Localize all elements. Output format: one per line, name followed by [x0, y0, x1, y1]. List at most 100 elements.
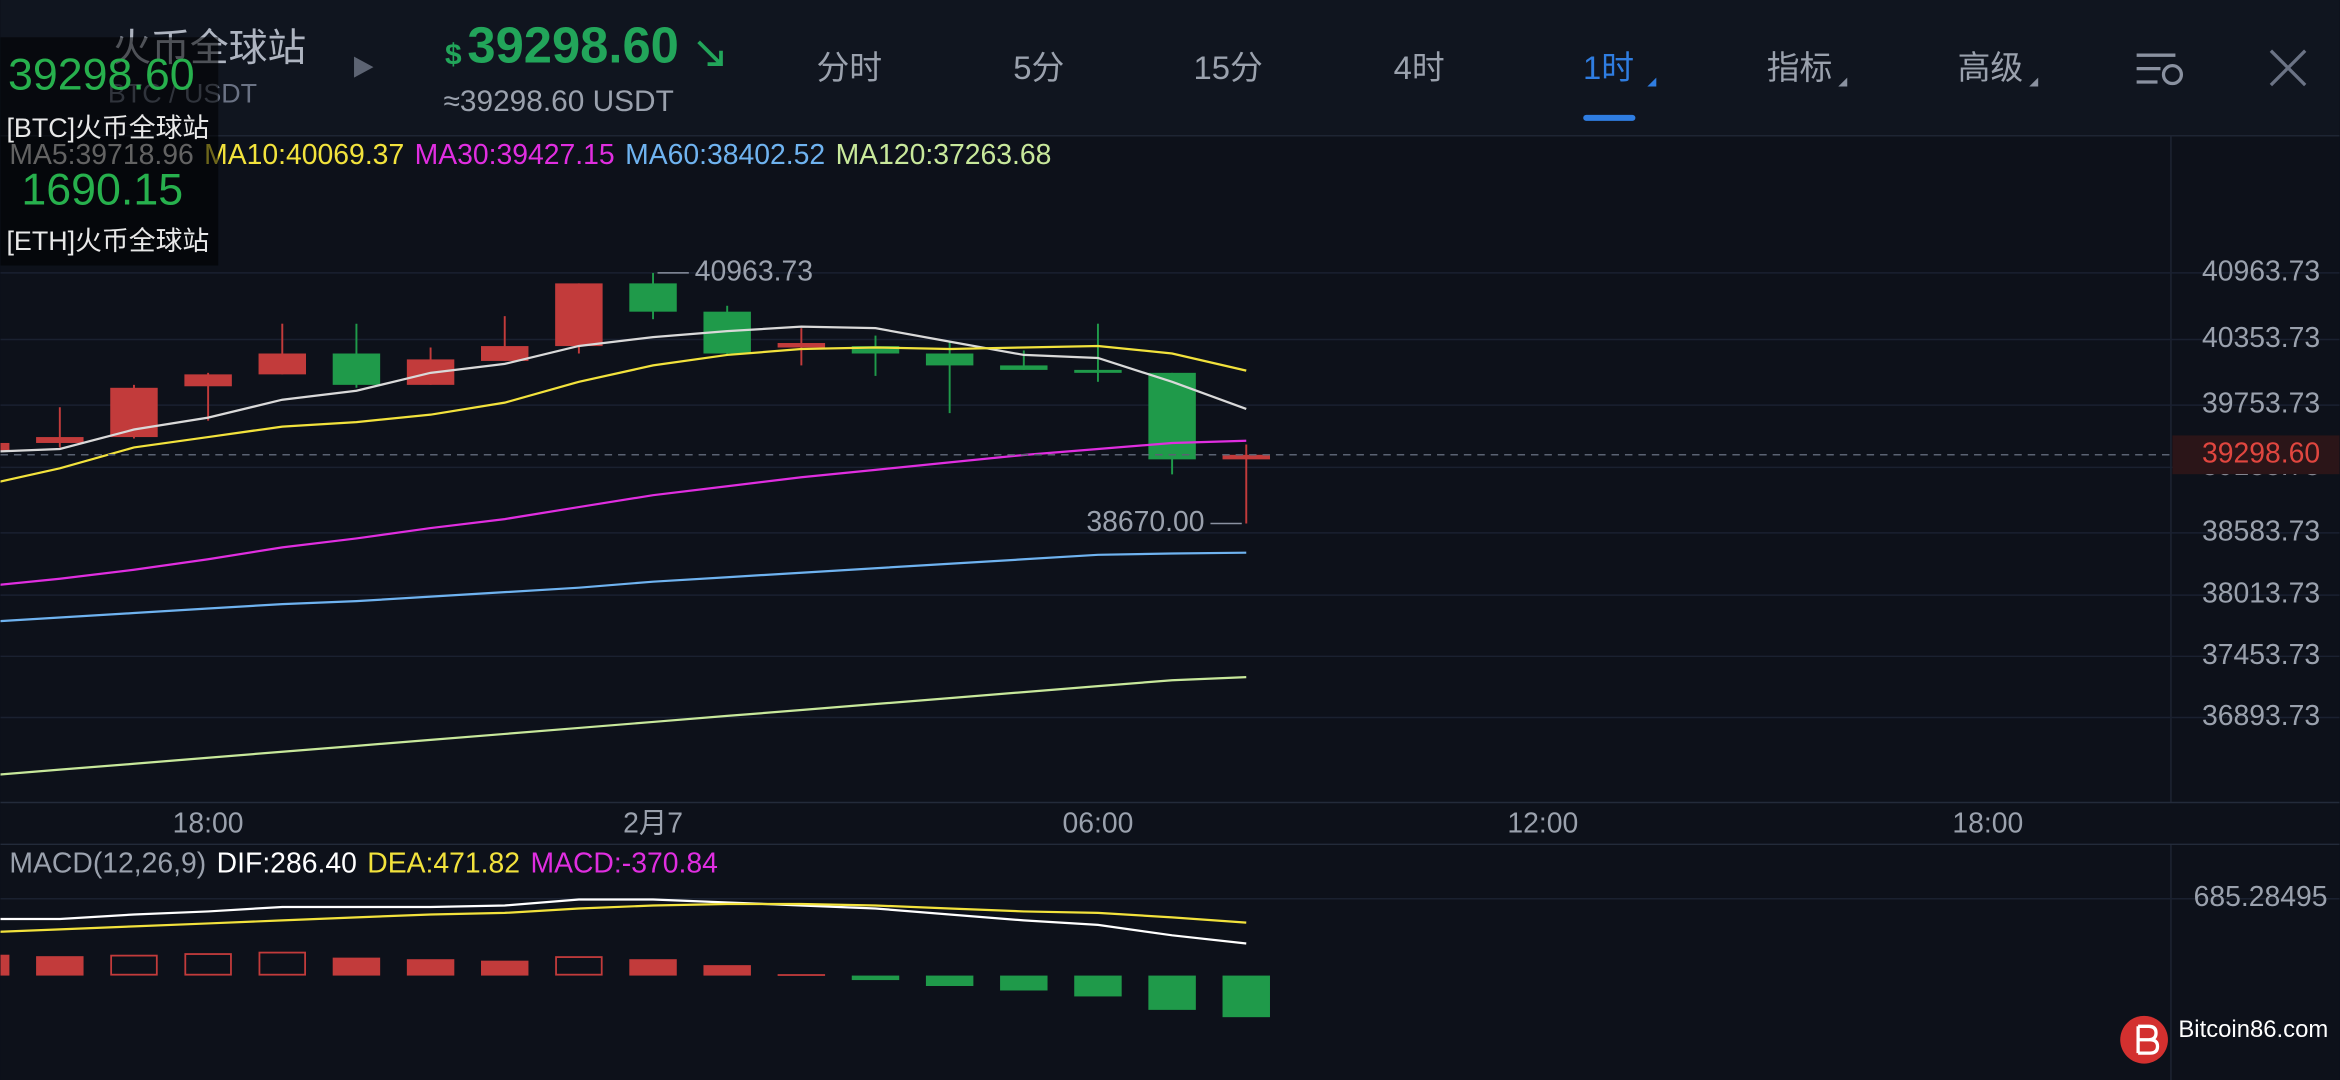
- macd-bar: [925, 975, 974, 987]
- candles: [0, 272, 1270, 776]
- macd-bar: [851, 975, 900, 981]
- ticker-price: 1690.15: [21, 164, 183, 214]
- header-bar: [0, 0, 2340, 136]
- candle-body: [481, 346, 529, 361]
- legend-entry: MACD:-370.84: [530, 848, 717, 880]
- ma-line: [0, 325, 1247, 453]
- ticker-panel: [0, 37, 219, 266]
- macd-bar: [703, 965, 751, 976]
- last-price-tag: [2172, 435, 2340, 475]
- candle-body: [851, 346, 900, 354]
- tab-dropdown: [1647, 77, 1657, 87]
- price-converted: ≈39298.60 USDT: [444, 85, 674, 118]
- macd-bar: [1222, 975, 1270, 1018]
- watermark-glyph: [2136, 1024, 2160, 1055]
- candle-body: [555, 283, 603, 347]
- macd-bar: [777, 974, 826, 976]
- legend-entry: DEA:471.82: [367, 848, 520, 880]
- ma-line: [0, 551, 1247, 623]
- tab-dropdown: [1838, 77, 1848, 87]
- floating-ticker[interactable]: 39298.60 [BTC]火币全球站 1690.15 [ETH]火币全球站: [0, 37, 219, 266]
- candle-body: [925, 353, 974, 366]
- macd-bar: [406, 959, 455, 976]
- legend-entry: MA60:38402.52: [625, 139, 825, 171]
- close-icon[interactable]: [2269, 49, 2307, 87]
- watermark-text: Bitcoin86.com: [2178, 1016, 2328, 1043]
- tab-dropdown: [2029, 77, 2039, 87]
- settings-icon[interactable]: [2136, 53, 2184, 86]
- candle-body: [1074, 369, 1122, 373]
- candle-body: [184, 374, 232, 387]
- x-tick-label: 12:00: [1507, 807, 1578, 839]
- y-tick-label: 40353.73: [2202, 322, 2320, 354]
- x-tick-label: 06:00: [1063, 807, 1134, 839]
- y-tick-label: 37453.73: [2202, 639, 2320, 671]
- macd-line: [0, 898, 1247, 945]
- settings-gear: [2161, 63, 2184, 86]
- macd-bar: [1074, 975, 1122, 997]
- macd-plot: 685.28495 MACD(12,26,9) DIF:286.40 DEA:471.…: [0, 848, 2340, 1018]
- legend-entry: MA10:40069.37: [204, 139, 404, 171]
- tab-underline: [1583, 114, 1636, 121]
- currency-symbol: $: [445, 39, 462, 72]
- macd-bar: [332, 957, 381, 976]
- candle-body: [777, 343, 826, 348]
- macd-bar: [629, 959, 677, 976]
- ticker-label: [BTC]火币全球站: [6, 113, 209, 143]
- play-icon[interactable]: [354, 56, 374, 78]
- y-tick-label: 36893.73: [2202, 700, 2320, 732]
- watermark: Bitcoin86.com: [2120, 1015, 2328, 1064]
- tab[interactable]: 1时: [1583, 49, 1634, 86]
- x-tick-label: 2月7: [623, 807, 683, 839]
- y-tick-label: 39753.73: [2202, 388, 2320, 420]
- macd-bar: [258, 951, 307, 976]
- tab[interactable]: 15分: [1194, 49, 1263, 86]
- x-tick-label: 18:00: [173, 807, 244, 839]
- legend-entry: DIF:286.40: [217, 848, 357, 880]
- candle-body: [1148, 372, 1196, 460]
- trend-arrow: [697, 40, 723, 67]
- macd-bar: [110, 954, 158, 976]
- candle-body: [36, 437, 84, 443]
- ticker-label: [ETH]火币全球站: [6, 226, 209, 256]
- macd-bar: [0, 954, 10, 976]
- y-tick-label: 40963.73: [2202, 255, 2320, 287]
- candle-plot: 40963.7340353.7339753.7339183.7338583.73…: [0, 139, 2340, 839]
- macd-bar: [1000, 975, 1048, 991]
- candle-body: [629, 283, 677, 312]
- tabs: 分时 5分 15分 4时 1时 指标 高级: [816, 49, 2039, 121]
- low-marker-label: 38670.00: [1086, 506, 1204, 538]
- tab[interactable]: 指标: [1767, 49, 1833, 86]
- macd-bar: [36, 956, 84, 976]
- y-tick-label: 38583.73: [2202, 515, 2320, 547]
- candle-body: [0, 442, 10, 452]
- last-price-label: 39298.60: [2202, 437, 2320, 469]
- header-price: 39298.60: [467, 17, 678, 74]
- legend-entry: MA120:37263.68: [836, 139, 1052, 171]
- macd-bar: [184, 953, 232, 976]
- ma-line: [0, 344, 1247, 483]
- candle-body: [332, 353, 381, 385]
- y-tick-label: 685.28495: [2194, 881, 2328, 913]
- tab[interactable]: 5分: [1013, 49, 1064, 86]
- legend-entry: MA30:39427.15: [415, 139, 615, 171]
- tab[interactable]: 高级: [1958, 49, 2024, 86]
- macd-marks: [0, 898, 1270, 1018]
- candle-body: [1222, 454, 1270, 460]
- macd-line: [0, 902, 1247, 933]
- macd-bar: [1148, 975, 1196, 1010]
- candle-body: [1000, 365, 1048, 370]
- settings-lines: [2136, 53, 2176, 84]
- high-marker-label: 40963.73: [695, 255, 813, 287]
- y-tick-label: 38013.73: [2202, 578, 2320, 610]
- ma-line: [0, 675, 1247, 776]
- x-tick-label: 18:00: [1952, 807, 2023, 839]
- ticker-price: 39298.60: [8, 49, 195, 99]
- tab[interactable]: 分时: [816, 49, 882, 86]
- tab[interactable]: 4时: [1394, 49, 1445, 86]
- legend-entry: MACD(12,26,9): [9, 848, 206, 880]
- macd-bar: [555, 956, 603, 976]
